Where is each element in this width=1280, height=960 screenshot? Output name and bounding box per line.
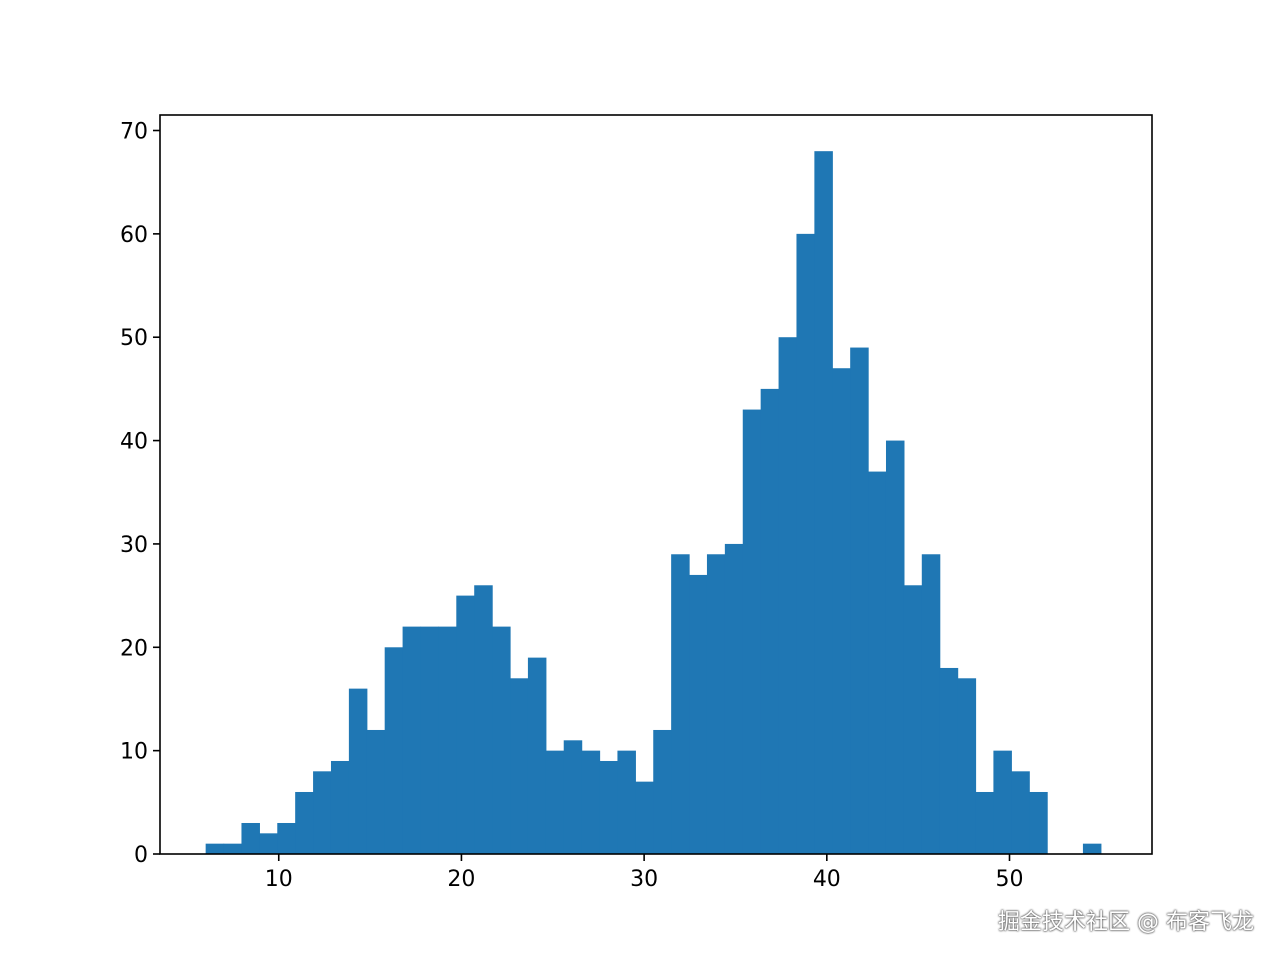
histogram-bar — [277, 822, 296, 854]
histogram-bar — [975, 791, 995, 854]
histogram-bar — [384, 647, 404, 854]
histogram-bar — [366, 729, 386, 854]
y-tick-label: 30 — [120, 533, 148, 558]
x-tick-label: 10 — [265, 867, 293, 892]
histogram-bar — [259, 833, 278, 854]
histogram-bar — [456, 595, 475, 854]
histogram-bar — [850, 347, 869, 854]
histogram-bar — [223, 843, 243, 854]
histogram-bar — [742, 409, 762, 854]
histogram-bar — [474, 585, 493, 854]
y-tick-label: 40 — [120, 430, 148, 455]
x-tick-label: 20 — [447, 867, 475, 892]
y-tick-label: 50 — [120, 326, 148, 351]
histogram-bar — [330, 760, 350, 854]
bars-group — [205, 151, 1102, 855]
histogram-bar — [402, 626, 422, 854]
histogram-bar — [957, 678, 977, 854]
y-tick-label: 10 — [120, 740, 148, 765]
plot-frame — [159, 114, 1153, 855]
histogram-bar — [653, 729, 672, 854]
histogram-bar — [527, 657, 547, 854]
histogram-bar — [921, 554, 941, 854]
watermark: 掘金技术社区 @ 布客飞龙 — [998, 910, 1254, 935]
histogram-bar — [939, 667, 959, 854]
histogram-bar — [581, 750, 601, 854]
x-tick-label: 40 — [813, 867, 841, 892]
histogram-bar — [510, 678, 529, 854]
histogram-bar — [993, 750, 1012, 854]
histogram-bar — [348, 688, 368, 854]
histogram-bar — [420, 626, 439, 854]
y-tick-label: 60 — [120, 223, 148, 248]
histogram-bar — [1082, 843, 1102, 854]
histogram-bar — [1011, 771, 1030, 854]
histogram-bar — [295, 791, 314, 854]
y-axis: 0 10 20 30 40 50 60 70 — [120, 120, 160, 868]
histogram-bar — [832, 368, 851, 854]
histogram-bar — [885, 440, 905, 854]
y-tick-label: 0 — [134, 843, 148, 868]
histogram-bar — [814, 151, 833, 855]
histogram-bar — [903, 585, 923, 854]
histogram-bar — [724, 543, 744, 854]
histogram-bar — [617, 750, 636, 854]
histogram-bar — [868, 471, 887, 854]
histogram-bar — [1029, 791, 1048, 854]
histogram-bar — [671, 554, 690, 854]
histogram-bar — [241, 822, 260, 854]
histogram-bar — [563, 740, 583, 854]
histogram-bar — [545, 750, 565, 854]
histogram-bar — [706, 554, 726, 854]
histogram-bar — [635, 781, 654, 854]
x-tick-label: 50 — [996, 867, 1024, 892]
x-tick-label: 30 — [630, 867, 658, 892]
histogram-bar — [689, 574, 708, 854]
y-tick-label: 70 — [120, 120, 148, 145]
histogram-bar — [599, 760, 619, 854]
histogram-bar — [760, 388, 780, 854]
x-axis: 10 20 30 40 50 — [265, 854, 1024, 892]
histogram-bar — [313, 771, 332, 854]
histogram-bar — [778, 337, 798, 854]
y-tick-label: 20 — [120, 636, 148, 661]
histogram-bar — [796, 233, 815, 855]
histogram-bar — [205, 843, 225, 854]
histogram-bar — [492, 626, 511, 854]
histogram-bar — [438, 626, 457, 854]
